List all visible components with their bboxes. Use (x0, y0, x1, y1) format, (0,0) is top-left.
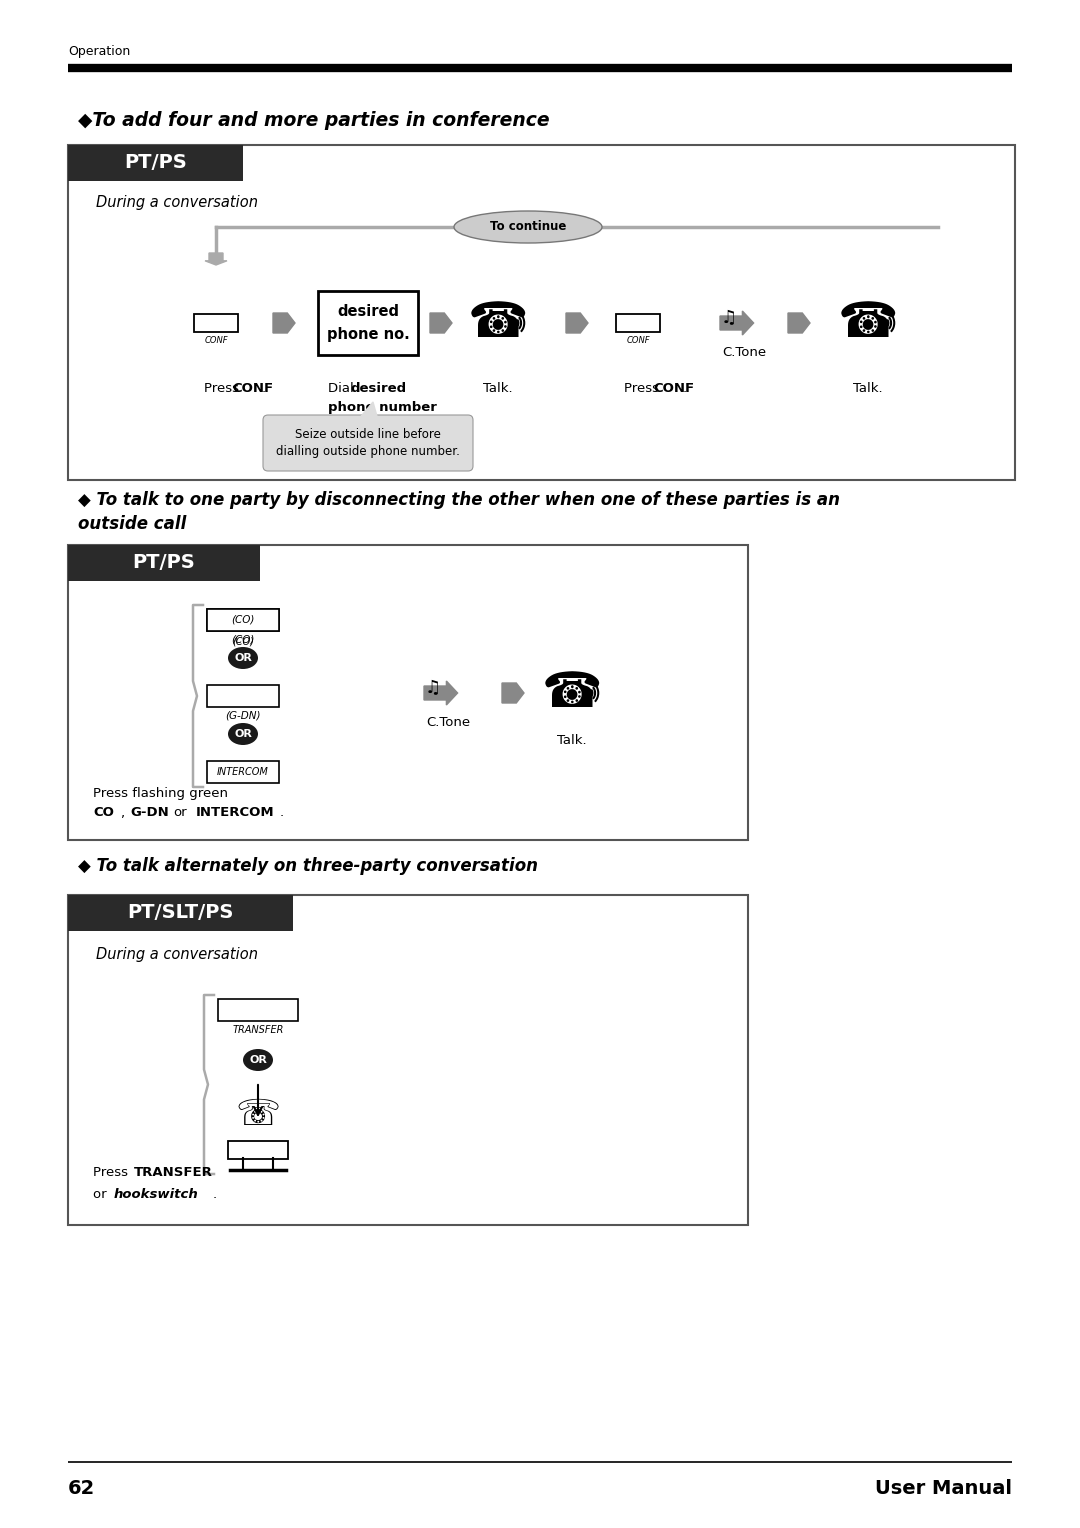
Text: phone number: phone number (328, 400, 437, 414)
Text: (CO): (CO) (232, 636, 254, 646)
Text: .: . (416, 400, 420, 414)
Text: INTERCOM: INTERCOM (217, 767, 269, 778)
Text: Dial: Dial (328, 382, 357, 396)
Text: or: or (173, 807, 187, 819)
Text: G-DN: G-DN (130, 807, 168, 819)
Text: CONF: CONF (653, 382, 694, 396)
Text: TRANSFER: TRANSFER (134, 1166, 213, 1180)
Ellipse shape (454, 211, 602, 243)
Text: CO: CO (93, 807, 113, 819)
FancyBboxPatch shape (68, 145, 243, 180)
Text: TRANSFER: TRANSFER (232, 1025, 284, 1034)
Polygon shape (566, 313, 588, 333)
FancyBboxPatch shape (318, 290, 418, 354)
Text: CONF: CONF (204, 336, 228, 345)
Ellipse shape (228, 723, 258, 746)
FancyBboxPatch shape (616, 313, 660, 332)
Text: INTERCOM: INTERCOM (195, 807, 274, 819)
Text: During a conversation: During a conversation (96, 196, 258, 211)
Ellipse shape (243, 1050, 273, 1071)
Text: ,: , (120, 807, 124, 819)
Text: Press: Press (93, 1166, 132, 1180)
FancyBboxPatch shape (228, 1141, 288, 1160)
Polygon shape (430, 313, 453, 333)
Text: hookswitch: hookswitch (114, 1189, 199, 1201)
Text: (CO): (CO) (231, 614, 255, 625)
FancyBboxPatch shape (68, 545, 748, 840)
Text: PT/SLT/PS: PT/SLT/PS (127, 903, 233, 923)
Text: PT/PS: PT/PS (124, 153, 187, 173)
FancyBboxPatch shape (194, 313, 238, 332)
Text: .: . (262, 382, 266, 396)
Text: Press: Press (204, 382, 243, 396)
Text: User Manual: User Manual (875, 1479, 1012, 1497)
Text: CONF: CONF (232, 382, 273, 396)
Text: Press flashing green: Press flashing green (93, 787, 228, 799)
Text: .: . (213, 1189, 217, 1201)
Text: To continue: To continue (490, 220, 566, 234)
Text: ◆ To talk to one party by disconnecting the other when one of these parties is a: ◆ To talk to one party by disconnecting … (78, 490, 840, 509)
Text: 62: 62 (68, 1479, 95, 1497)
Text: ☎: ☎ (838, 299, 899, 347)
Text: CONF: CONF (626, 336, 650, 345)
Polygon shape (788, 313, 810, 333)
Text: ◆To add four and more parties in conference: ◆To add four and more parties in confere… (78, 110, 550, 130)
FancyBboxPatch shape (68, 545, 260, 581)
Polygon shape (357, 402, 378, 420)
FancyBboxPatch shape (207, 761, 279, 782)
Text: ♫: ♫ (424, 678, 441, 697)
Text: phone no.: phone no. (326, 327, 409, 341)
Text: OR: OR (234, 729, 252, 740)
Text: ◆ To talk alternately on three-party conversation: ◆ To talk alternately on three-party con… (78, 857, 538, 876)
Text: desired: desired (350, 382, 406, 396)
Text: or: or (93, 1189, 111, 1201)
Polygon shape (720, 312, 754, 335)
Text: Seize outside line before: Seize outside line before (295, 428, 441, 440)
Text: dialling outside phone number.: dialling outside phone number. (276, 446, 460, 458)
Text: Talk.: Talk. (483, 382, 513, 396)
Text: (G-DN): (G-DN) (226, 711, 260, 721)
Text: OR: OR (249, 1054, 267, 1065)
Text: ☎: ☎ (468, 299, 528, 347)
FancyBboxPatch shape (68, 145, 1015, 480)
Text: OR: OR (234, 652, 252, 663)
Text: During a conversation: During a conversation (96, 947, 258, 963)
Text: Press: Press (624, 382, 663, 396)
Text: C.Tone: C.Tone (721, 347, 766, 359)
Text: outside call: outside call (78, 515, 187, 533)
FancyBboxPatch shape (207, 610, 279, 631)
FancyBboxPatch shape (264, 416, 473, 471)
Text: (CO): (CO) (231, 636, 255, 645)
FancyBboxPatch shape (218, 999, 298, 1021)
Polygon shape (502, 683, 524, 703)
FancyBboxPatch shape (68, 895, 748, 1225)
Text: .: . (280, 807, 284, 819)
Text: C.Tone: C.Tone (426, 717, 470, 729)
Polygon shape (424, 681, 458, 704)
Text: Operation: Operation (68, 46, 131, 58)
Text: .: . (683, 382, 687, 396)
Text: ♫: ♫ (720, 309, 737, 327)
Text: ☏: ☏ (235, 1099, 281, 1132)
FancyBboxPatch shape (207, 685, 279, 707)
Polygon shape (273, 313, 295, 333)
Text: Talk.: Talk. (853, 382, 882, 396)
Text: desired: desired (337, 304, 399, 319)
Polygon shape (205, 254, 227, 264)
Text: PT/PS: PT/PS (133, 553, 195, 573)
Text: Talk.: Talk. (557, 735, 586, 747)
FancyBboxPatch shape (207, 610, 279, 631)
Ellipse shape (228, 646, 258, 669)
FancyBboxPatch shape (68, 895, 293, 931)
Text: ☎: ☎ (542, 669, 603, 717)
